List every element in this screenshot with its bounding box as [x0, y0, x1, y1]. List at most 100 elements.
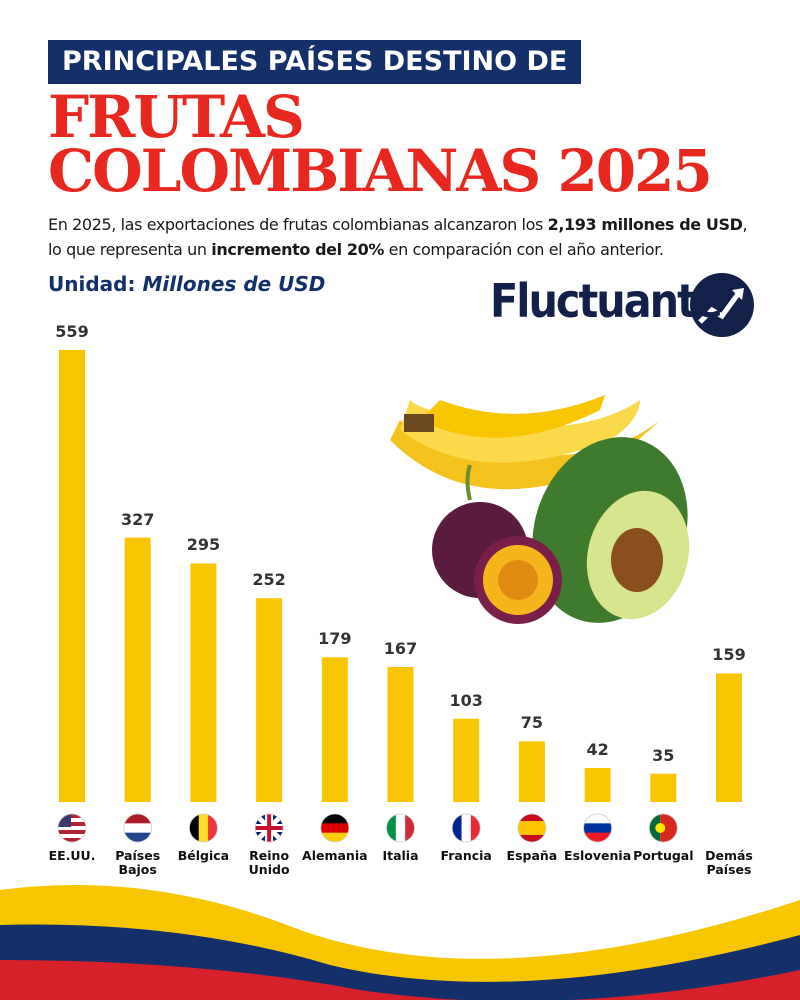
category-label: Italia: [382, 848, 419, 863]
description-part: , lo que representa un: [48, 215, 748, 259]
value-label: 159: [712, 645, 746, 665]
value-label: 295: [186, 535, 221, 555]
flag: [517, 814, 546, 842]
source: Fuente: DIAN: [82, 936, 209, 956]
bar: [321, 657, 348, 802]
unit: Unidad: Millones de USD: [48, 272, 325, 296]
value-label: 167: [383, 638, 418, 658]
flag-outline: [517, 813, 547, 843]
category-label: EE.UU.: [48, 848, 96, 863]
flag-stripe: [583, 823, 612, 834]
category-label: Francia: [440, 848, 492, 863]
flag-outline: [386, 813, 415, 843]
flag-stripe: [58, 822, 86, 826]
flag: [452, 814, 481, 842]
category-label: España: [506, 848, 558, 863]
flag-outline: [57, 813, 87, 843]
flag-stripe: [517, 821, 546, 829]
logo: [690, 273, 754, 337]
unit-label: Unidad:: [48, 272, 136, 296]
category-label: Portugal: [633, 848, 694, 863]
description-part: En 2025, las exportaciones de frutas col…: [48, 215, 548, 234]
flag-stripe: [58, 830, 86, 834]
value-label: 327: [120, 509, 155, 529]
value-label: 252: [252, 570, 286, 590]
description: En 2025, las exportaciones de frutas col…: [48, 212, 758, 262]
flag-stripe: [517, 814, 546, 822]
flag: [320, 814, 349, 842]
flag-outline: [188, 813, 218, 843]
flag-outline: [123, 813, 153, 843]
flag-stripe: [395, 814, 406, 842]
flag-stripe: [405, 814, 415, 842]
bar: [124, 537, 151, 802]
value-label: 42: [586, 740, 609, 760]
flag-stripe: [198, 814, 209, 842]
bar: [716, 673, 742, 802]
flag: [123, 814, 152, 842]
value-label: 559: [55, 322, 89, 341]
flag-outline: [451, 813, 481, 843]
category-label: Eslovenia: [564, 848, 632, 863]
description-part: 2,193 millones de USD: [547, 215, 743, 234]
bar: [650, 773, 677, 802]
flag-emblem: [655, 823, 666, 833]
flag-outline: [648, 813, 678, 843]
flag-stripe: [58, 834, 86, 838]
category-label: Reino Unido: [248, 848, 290, 877]
flag-stripe: [320, 823, 349, 834]
description-part: en comparación con el año anterior.: [383, 240, 664, 259]
flag-stripe: [58, 826, 86, 830]
flag-stripe: [123, 832, 152, 842]
value-label: 75: [520, 713, 544, 733]
title-line: FRUTAS: [48, 83, 305, 151]
flag-stripe: [320, 814, 349, 824]
flag-stripe: [583, 814, 612, 824]
flag-stripe: [123, 814, 152, 824]
bar: [59, 350, 85, 802]
flag-stripe: [452, 814, 463, 842]
flag: [58, 814, 86, 842]
flag-stripe: [189, 814, 200, 842]
flag: [583, 814, 612, 842]
flag-outline: [583, 813, 612, 843]
fruit-illustration: [390, 395, 690, 624]
title-line: COLOMBIANAS 2025: [48, 137, 713, 205]
flag-stripe: [58, 818, 86, 822]
flag-stripe: [517, 835, 546, 842]
bar: [256, 598, 283, 802]
flag-wave-red: [0, 960, 800, 1000]
value-label: 179: [318, 629, 352, 649]
flag-stripe: [461, 814, 472, 842]
flag: [255, 814, 284, 842]
bar: [387, 666, 414, 802]
unit-value: Millones de USD: [142, 272, 326, 296]
flag-stripe: [208, 814, 218, 842]
flag-stripe: [320, 832, 349, 842]
kicker: PRINCIPALES PAÍSES DESTINO DE: [48, 40, 582, 84]
flag-outline: [320, 813, 350, 843]
flag: [649, 814, 678, 842]
bar: [584, 768, 611, 802]
flag-stripe: [58, 838, 86, 842]
flag-outline: [254, 813, 284, 843]
bar: [453, 718, 480, 802]
flag-stripe: [386, 814, 397, 842]
category-label: Alemania: [302, 848, 368, 863]
category-label: Demás Países: [705, 848, 753, 877]
flag: [386, 814, 415, 842]
flag-cross: [255, 814, 284, 842]
value-label: 103: [449, 690, 483, 710]
flag-stripe: [58, 814, 86, 818]
flag: [189, 814, 218, 842]
description-part: incremento del 20%: [211, 240, 384, 259]
category-label: Países Bajos: [115, 848, 161, 877]
value-label: 35: [652, 745, 675, 765]
bar: [518, 741, 545, 802]
flag-stripe: [660, 814, 678, 842]
flag-stripe: [470, 814, 481, 842]
flag-stripe: [583, 832, 612, 842]
